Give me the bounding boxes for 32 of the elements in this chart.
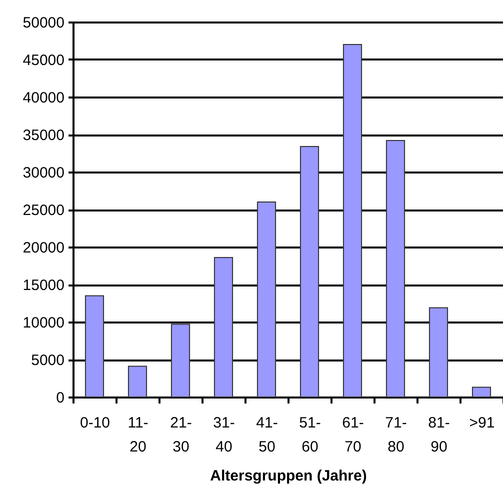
bar bbox=[170, 324, 190, 398]
bar bbox=[256, 202, 276, 398]
x-tick-label: 41- 50 bbox=[256, 414, 278, 456]
y-tick-label: 25000 bbox=[22, 202, 64, 219]
y-tick-label: 45000 bbox=[22, 52, 64, 69]
x-tick-label: 11- 20 bbox=[128, 414, 148, 456]
y-tick-label: 30000 bbox=[22, 164, 64, 182]
bar bbox=[300, 146, 320, 398]
y-tick-label: 40000 bbox=[22, 90, 64, 106]
y-tick-label: 0 bbox=[56, 390, 64, 406]
x-tick-label: 31- 40 bbox=[213, 414, 235, 456]
x-tick-label: 51- 60 bbox=[299, 414, 321, 456]
bar bbox=[472, 386, 492, 398]
bar bbox=[214, 257, 234, 398]
bar bbox=[128, 366, 148, 398]
bar bbox=[386, 140, 406, 398]
x-axis-title: Altersgruppen (Jahre) bbox=[210, 468, 367, 484]
x-tick-label: 81- 90 bbox=[428, 414, 450, 456]
y-tick-label: 35000 bbox=[22, 127, 64, 144]
x-tick-label: 61- 70 bbox=[342, 414, 364, 456]
x-tick-label: 71- 80 bbox=[385, 414, 407, 456]
y-tick-label: 20000 bbox=[22, 240, 64, 256]
bar bbox=[428, 307, 448, 398]
y-tick-label: 15000 bbox=[22, 277, 64, 294]
bar bbox=[84, 295, 104, 398]
y-tick-label: 10000 bbox=[22, 314, 64, 332]
y-tick-label: 50000 bbox=[22, 14, 64, 32]
bar bbox=[342, 44, 362, 398]
x-tick-label: 21- 30 bbox=[170, 414, 192, 456]
x-tick-label: >91 bbox=[469, 414, 495, 432]
x-tick-label: 0-10 bbox=[80, 414, 110, 432]
y-tick-label: 5000 bbox=[31, 352, 64, 369]
